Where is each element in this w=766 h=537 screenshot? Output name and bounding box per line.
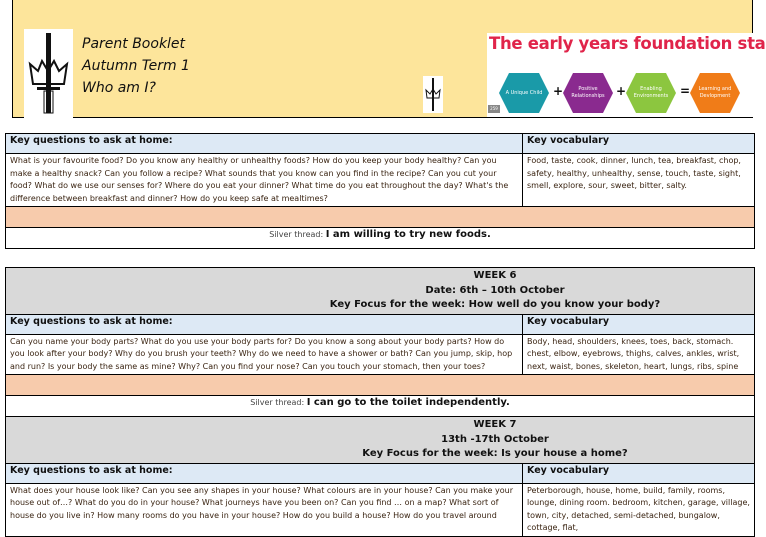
- vocab-header: Key vocabulary: [522, 313, 755, 335]
- week-focus: Key Focus for the week: How well do you …: [329, 299, 661, 310]
- vocab-text: Peterborough, house, home, build, family…: [522, 482, 755, 537]
- week-number: WEEK 6: [473, 270, 517, 281]
- questions-text: Can you name your body parts? What do yo…: [5, 333, 523, 375]
- plus-sign: +: [616, 84, 627, 98]
- spacer-row: [5, 206, 755, 228]
- questions-header: Key questions to ask at home:: [5, 133, 523, 154]
- week-focus: Key Focus for the week: Is your house a …: [362, 448, 628, 459]
- vocab-text: Food, taste, cook, dinner, lunch, tea, b…: [522, 153, 755, 207]
- title-line: Parent Booklet: [82, 36, 186, 52]
- week7-heading: WEEK 7 13th -17th October Key Focus for …: [5, 416, 755, 464]
- weeks-table: WEEK 6 Date: 6th – 10th October Key Focu…: [5, 267, 755, 537]
- image-badge: 259: [488, 105, 500, 113]
- hex-unique-child: A Unique Child: [499, 73, 549, 113]
- questions-header: Key questions to ask at home:: [5, 462, 523, 484]
- vocab-header: Key vocabulary: [522, 133, 755, 154]
- equals-sign: =: [680, 84, 691, 98]
- hex-learning-development: Learning and Devlopment: [690, 73, 740, 113]
- vocab-header: Key vocabulary: [522, 462, 755, 484]
- booklet-title: Parent Booklet Autumn Term 1 Who am I?: [82, 33, 190, 99]
- questions-header: Key questions to ask at home:: [5, 313, 523, 335]
- week-date: 13th -17th October: [441, 433, 549, 445]
- silver-thread: Silver thread: I am willing to try new f…: [5, 227, 755, 249]
- silver-thread-label: Silver thread:: [250, 398, 305, 407]
- eyfs-title: The early years foundation stage: [489, 34, 766, 53]
- questions-text: What is your favourite food? Do you know…: [5, 153, 523, 207]
- spacer-row: [5, 374, 755, 396]
- section1-table: Key questions to ask at home: Key vocabul…: [5, 133, 755, 249]
- plus-sign: +: [553, 84, 564, 98]
- term-line: Autumn Term 1: [82, 58, 190, 74]
- eyfs-graphic: The early years foundation stage A Uniqu…: [487, 33, 766, 117]
- vocab-text: Body, head, shoulders, knees, toes, back…: [522, 333, 755, 375]
- questions-text: What does your house look like? Can you …: [5, 482, 523, 537]
- small-crest-logo: [423, 76, 443, 113]
- school-crest-logo: [24, 29, 73, 119]
- week-number: WEEK 7: [473, 419, 517, 430]
- hex-positive-relationships: Positive Relationships: [563, 73, 613, 113]
- hex-enabling-environments: Enabling Environments: [626, 73, 676, 113]
- silver-thread: Silver thread: I can go to the toilet in…: [5, 395, 755, 417]
- silver-thread-value: I can go to the toilet independently.: [306, 397, 510, 408]
- week-date: Date: 6th – 10th October: [425, 284, 565, 296]
- silver-thread-value: I am willing to try new foods.: [325, 229, 491, 240]
- silver-thread-label: Silver thread:: [269, 230, 324, 239]
- topic-line: Who am I?: [82, 80, 156, 96]
- week6-heading: WEEK 6 Date: 6th – 10th October Key Focu…: [5, 267, 755, 315]
